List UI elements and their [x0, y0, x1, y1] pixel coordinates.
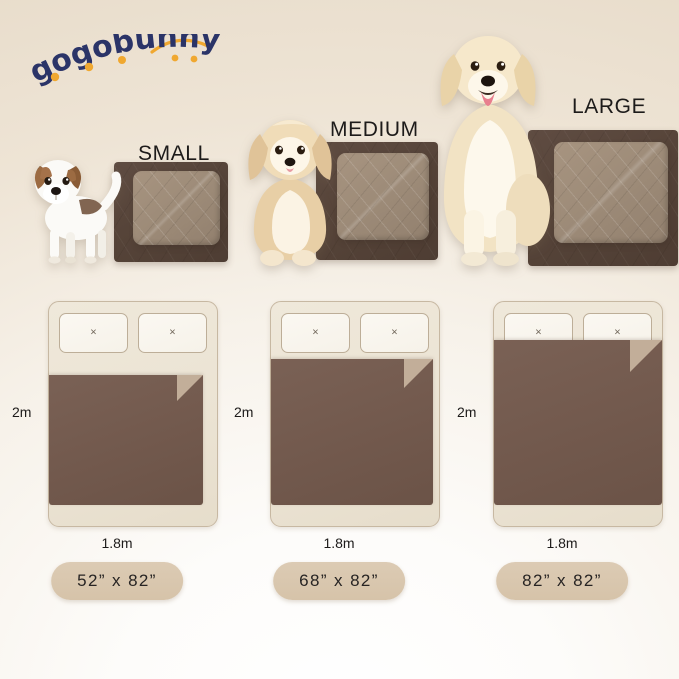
bed-diagram-medium: × ×: [270, 301, 440, 527]
size-label-small: SMALL: [138, 142, 210, 165]
hero-cell-large: LARGE: [424, 10, 679, 282]
coverlet-large: [494, 340, 662, 505]
size-badge-medium[interactable]: 68” x 82”: [273, 562, 405, 600]
blanket-folded-corner: [336, 152, 430, 240]
bed-height-label-small: 2m: [12, 404, 32, 420]
size-badge-small[interactable]: 52” x 82”: [51, 562, 183, 600]
bed-diagram-small: × ×: [48, 301, 218, 527]
product-blanket-medium: [316, 142, 438, 260]
bed-width-label-medium: 1.8m: [323, 535, 355, 551]
product-blanket-small: [114, 162, 228, 262]
coverlet-medium: [271, 359, 433, 505]
bed-height-label-medium: 2m: [234, 404, 254, 420]
pillow-x-mark: ×: [535, 326, 542, 339]
pillow-x-mark: ×: [169, 326, 176, 339]
hero-section: SMALL: [0, 0, 679, 292]
pillow-x-mark: ×: [614, 326, 621, 339]
size-label-medium: MEDIUM: [330, 118, 419, 141]
size-badge-large[interactable]: 82” x 82”: [496, 562, 628, 600]
pillow-x-mark: ×: [90, 326, 97, 339]
bed-height-label-large: 2m: [457, 404, 477, 420]
coverlet-fold-corner: [404, 359, 433, 388]
bed-width-label-large: 1.8m: [546, 535, 578, 551]
bed-cell-medium: × × 2m 1.8m 68” x 82”: [226, 292, 452, 679]
bed-width-label-small: 1.8m: [101, 535, 133, 551]
hero-cell-medium: MEDIUM: [228, 100, 438, 282]
dog-image-large: [424, 20, 554, 272]
pillow-left: ×: [281, 313, 350, 353]
pillow-x-mark: ×: [391, 326, 398, 339]
blanket-folded-corner: [553, 142, 668, 243]
bed-cell-small: × × 2m 1.8m 52” x 82”: [4, 292, 230, 679]
pillow-x-mark: ×: [312, 326, 319, 339]
bed-diagrams-section: × × 2m 1.8m 52” x 82” × ×: [0, 292, 679, 679]
dog-image-medium: [232, 108, 348, 276]
bed-diagram-large: × ×: [493, 301, 663, 527]
dog-image-small: [24, 144, 128, 268]
pillow-right: ×: [360, 313, 429, 353]
blanket-folded-corner: [133, 171, 220, 245]
pillow-left: ×: [59, 313, 128, 353]
pillow-right: ×: [138, 313, 207, 353]
brand-logo: gogobunny: [26, 34, 226, 92]
bed-cell-large: × × 2m 1.8m 82” x 82”: [449, 292, 675, 679]
coverlet-small: [49, 375, 203, 505]
product-blanket-large: [528, 130, 678, 266]
coverlet-fold-corner: [177, 375, 203, 401]
hero-cell-small: SMALL: [18, 130, 228, 280]
coverlet-fold-corner: [630, 340, 662, 372]
size-label-large: LARGE: [572, 95, 647, 118]
